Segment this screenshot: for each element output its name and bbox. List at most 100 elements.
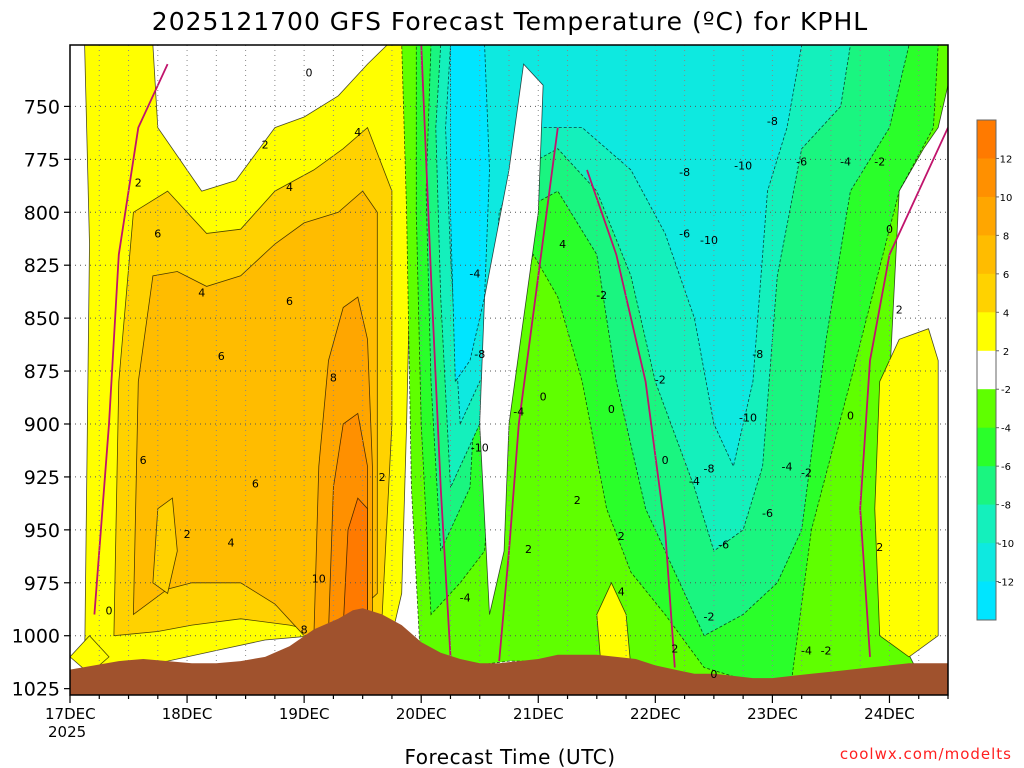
contour-label: -2 [801, 467, 812, 480]
contour-label: -2 [874, 155, 885, 168]
contour-label: -4 [689, 475, 700, 488]
contour-label: 2 [262, 139, 269, 152]
y-tick-label: 950 [24, 520, 60, 542]
zero-degree-line [859, 127, 948, 657]
x-tick-label: 19DEC [279, 705, 330, 723]
contour-label: -4 [840, 155, 851, 168]
x-tick-label: 20DEC [396, 705, 447, 723]
x-tick-label: 24DEC [864, 705, 915, 723]
contour-label: 0 [540, 390, 547, 403]
colorbar-label: -10 [998, 539, 1014, 550]
colorbar-legend: 12 10 8 6 4 2 -2 -4 -6 -8 -10 -12 [976, 119, 1014, 621]
colorbar-bin [977, 389, 996, 429]
contour-label: 4 [227, 537, 234, 550]
contour-label: 6 [218, 350, 225, 363]
y-tick-label: 800 [24, 202, 60, 224]
contour-label: -10 [734, 160, 752, 173]
colorbar-bin [977, 120, 996, 159]
zero-degree-line [586, 169, 676, 668]
contour-label: -2 [704, 611, 715, 624]
contour-label: 2 [574, 494, 581, 507]
colorbar-label: 2 [1003, 347, 1009, 358]
contour-label: -10 [471, 441, 489, 454]
contour-label: 6 [154, 227, 161, 240]
contour-label: 0 [106, 604, 113, 617]
y-tick-label: 1025 [12, 679, 60, 701]
contour-label: 6 [252, 477, 259, 490]
credit-text: coolwx.com/modelts [840, 745, 1012, 763]
colorbar-label: -12 [998, 578, 1014, 589]
y-tick-label: 825 [24, 255, 60, 277]
y-tick-label: 775 [24, 149, 60, 171]
x-tick-label: 21DEC [513, 705, 564, 723]
zero-degree-line [498, 127, 559, 662]
contour-label: 10 [312, 573, 326, 586]
contour-label: 0 [710, 668, 717, 681]
temperature-region [152, 497, 178, 595]
colorbar-label: 8 [1003, 231, 1009, 242]
contour-label: -6 [796, 155, 807, 168]
contour-label: -4 [460, 592, 471, 605]
contour-label: -10 [739, 412, 757, 425]
y-tick-label: 875 [24, 361, 60, 383]
contour-label: -6 [679, 227, 690, 240]
colorbar-bin [977, 196, 996, 236]
colorbar-bin [977, 427, 996, 467]
contour-label: 4 [198, 287, 205, 300]
contour-label: -8 [474, 348, 485, 361]
plot-layer: 0 2 4 2 4 6 4 6 6 8 6 6 2 2 4 0 10 8 -4 -8 -4 -10 0 4 -2 0 2 2 2 -4 4 2… [70, 45, 948, 695]
plot-area: 0 2 4 2 4 6 4 6 6 8 6 6 2 2 4 0 10 8 -4 -8 -4 -10 0 4 -2 0 2 2 2 -4 4 2… [69, 44, 949, 696]
colorbar-border [976, 119, 997, 621]
contour-label: -8 [752, 348, 763, 361]
contour-label: -4 [513, 405, 524, 418]
x-tick-label: 23DEC [747, 705, 798, 723]
y-tick-label: 900 [24, 414, 60, 436]
contour-label: -10 [700, 234, 718, 247]
contour-label: -4 [782, 460, 793, 473]
contour-label: 6 [286, 295, 293, 308]
contour-label: 2 [379, 471, 386, 484]
colorbar-label: 12 [1000, 154, 1013, 165]
colorbar-bin [977, 158, 996, 198]
colorbar-label: -2 [1001, 385, 1011, 396]
y-tick-label: 850 [24, 308, 60, 330]
colorbar-bin [977, 350, 996, 390]
colorbar-label: -6 [1001, 462, 1011, 473]
chart-title: 2025121700 GFS Forecast Temperature (ºC)… [152, 7, 868, 36]
colorbar-bin [977, 543, 996, 583]
contour-label: -2 [655, 374, 666, 387]
ground-surface [70, 608, 948, 695]
colorbar-bin [977, 504, 996, 544]
contour-label: -4 [469, 268, 480, 281]
x-tick-label: 22DEC [630, 705, 681, 723]
colorbar-label: 10 [1000, 193, 1013, 204]
x-tick-year: 2025 [48, 723, 86, 741]
x-axis-label: Forecast Time (UTC) [404, 745, 615, 768]
contour-label: 0 [847, 410, 854, 423]
y-tick-label: 925 [24, 467, 60, 489]
zero-degree-line [93, 63, 169, 615]
contour-label: 4 [354, 126, 361, 139]
colorbar-label: 6 [1003, 270, 1009, 281]
temperature-region [874, 328, 939, 658]
contour-label: -8 [767, 115, 778, 128]
colorbar-bin [977, 312, 996, 352]
contour-label: -8 [679, 166, 690, 179]
contour-label: 8 [330, 371, 337, 384]
contour-label: 2 [135, 177, 142, 190]
contour-label: -2 [596, 289, 607, 302]
x-tick-label: 18DEC [162, 705, 213, 723]
colorbar-label: -8 [1001, 501, 1011, 512]
temperature-region [445, 45, 803, 468]
temperature-region [450, 45, 490, 383]
contour-label: 8 [301, 623, 308, 636]
colorbar-bin [977, 273, 996, 313]
axis-ticks: 7507758008258508759009259509751000102517… [12, 96, 949, 741]
contour-label: 0 [886, 223, 893, 236]
x-tick-label: 17DEC [45, 705, 96, 723]
colorbar-label: -4 [1001, 424, 1011, 435]
y-tick-label: 975 [24, 573, 60, 595]
y-tick-label: 1000 [12, 626, 60, 648]
contour-label: -6 [762, 507, 773, 520]
